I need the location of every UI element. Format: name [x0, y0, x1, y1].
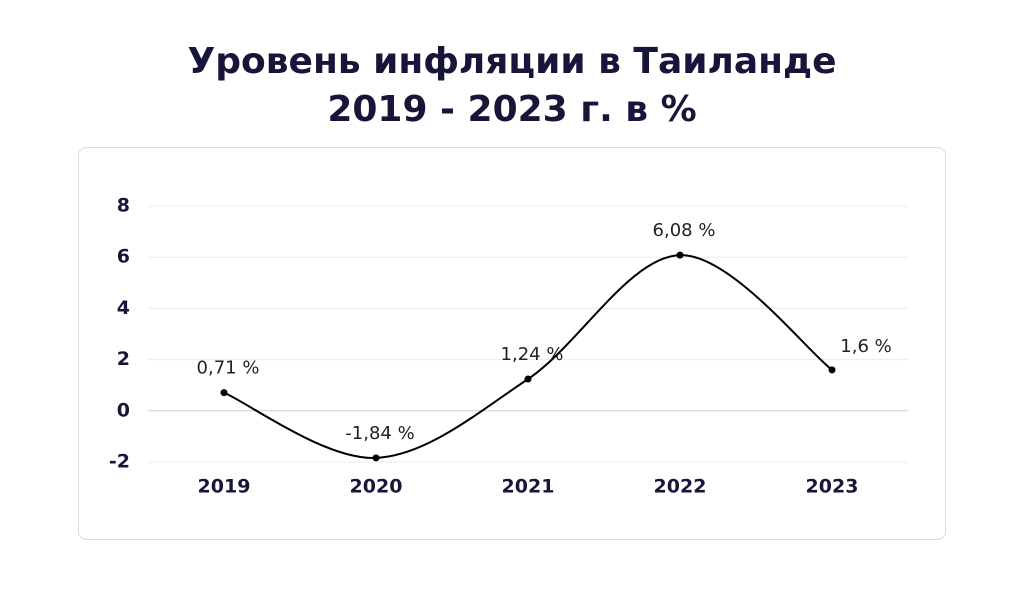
- value-label: 0,71 %: [197, 358, 260, 379]
- point: [676, 251, 684, 259]
- card: [78, 147, 946, 540]
- point: [372, 454, 380, 462]
- y-tick-label: 4: [117, 297, 130, 319]
- y-tick-label: -2: [109, 451, 130, 473]
- point: [828, 366, 836, 374]
- point: [220, 389, 228, 397]
- y-tick-label: 6: [117, 246, 130, 268]
- x-tick-label: 2021: [502, 476, 555, 498]
- chart-title: Уровень инфляции в Таиланде: [187, 41, 836, 82]
- x-tick-label: 2023: [806, 476, 859, 498]
- chart-title: 2019 - 2023 г. в %: [327, 89, 696, 130]
- value-label: 6,08 %: [653, 220, 716, 241]
- y-tick-label: 8: [117, 195, 130, 217]
- value-label: 1,24 %: [501, 344, 564, 365]
- x-tick-label: 2022: [654, 476, 707, 498]
- y-tick-label: 0: [117, 399, 130, 421]
- value-label: -1,84 %: [345, 423, 414, 444]
- x-tick-label: 2019: [198, 476, 251, 498]
- y-tick-label: 2: [117, 348, 130, 370]
- value-label: 1,6 %: [840, 336, 891, 357]
- point: [524, 375, 532, 383]
- x-tick-label: 2020: [350, 476, 403, 498]
